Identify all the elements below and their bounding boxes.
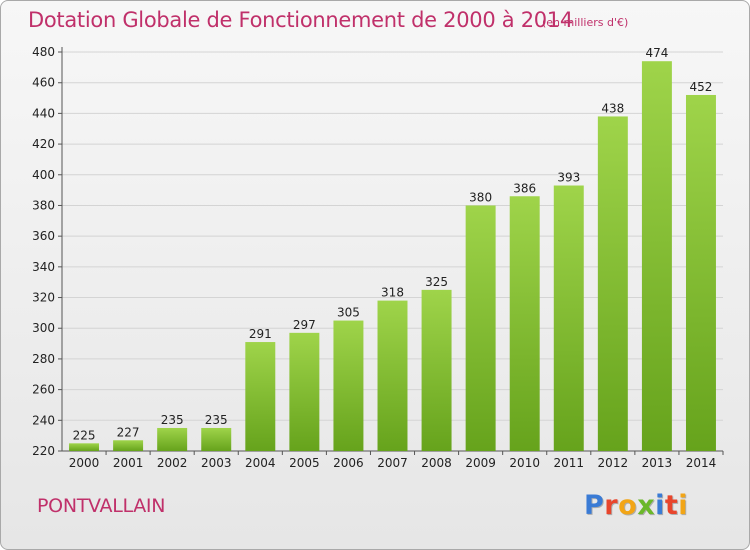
labels: 220 240 260 280 300 320 340 360 380 400 420 440 460 4… bbox=[32, 45, 716, 470]
bar bbox=[377, 300, 408, 451]
y-tick-label: 320 bbox=[32, 291, 55, 305]
bar bbox=[465, 205, 496, 451]
y-tick-label: 400 bbox=[32, 168, 55, 182]
proxiti-logo: Proxiti bbox=[584, 490, 688, 521]
y-tick-label: 300 bbox=[32, 321, 55, 335]
y-tick-label: 240 bbox=[32, 413, 55, 427]
x-tick-label: 2003 bbox=[201, 456, 232, 470]
x-tick-label: 2014 bbox=[686, 456, 717, 470]
y-tick-label: 340 bbox=[32, 260, 55, 274]
bar bbox=[289, 332, 320, 451]
bar bbox=[201, 427, 232, 451]
bar-value-label: 318 bbox=[381, 286, 404, 300]
bar bbox=[685, 94, 716, 451]
x-tick-label: 2000 bbox=[69, 456, 100, 470]
y-tick-label: 280 bbox=[32, 352, 55, 366]
logo-letter: P bbox=[584, 490, 605, 521]
x-tick-label: 2007 bbox=[377, 456, 408, 470]
bar bbox=[509, 196, 540, 451]
bar-value-label: 452 bbox=[690, 80, 713, 94]
bar-value-label: 325 bbox=[425, 275, 448, 289]
x-tick-label: 2008 bbox=[421, 456, 452, 470]
bar-value-label: 386 bbox=[513, 181, 536, 195]
y-tick-label: 360 bbox=[32, 229, 55, 243]
bar bbox=[553, 185, 584, 451]
bar-value-label: 438 bbox=[601, 101, 624, 115]
bars bbox=[69, 61, 716, 451]
bar bbox=[113, 440, 144, 451]
bar-value-label: 291 bbox=[249, 327, 272, 341]
chart-title: Dotation Globale de Fonctionnement de 20… bbox=[28, 8, 573, 32]
x-tick-label: 2002 bbox=[157, 456, 188, 470]
bar bbox=[333, 320, 364, 451]
y-tick-label: 260 bbox=[32, 383, 55, 397]
bar-value-label: 227 bbox=[117, 425, 140, 439]
x-tick-label: 2005 bbox=[289, 456, 320, 470]
x-tick-label: 2011 bbox=[553, 456, 584, 470]
bar-value-label: 297 bbox=[293, 318, 316, 332]
y-tick-label: 220 bbox=[32, 444, 55, 458]
bar bbox=[641, 61, 672, 451]
logo-letter: i bbox=[655, 490, 665, 521]
bar-value-label: 305 bbox=[337, 306, 360, 320]
bar-value-label: 474 bbox=[645, 46, 668, 60]
commune-name: PONTVALLAIN bbox=[37, 495, 166, 517]
logo-letter: r bbox=[604, 490, 619, 521]
bar bbox=[69, 443, 100, 451]
x-tick-label: 2001 bbox=[113, 456, 144, 470]
x-tick-label: 2004 bbox=[245, 456, 276, 470]
logo-letter: i bbox=[678, 490, 689, 521]
x-tick-label: 2009 bbox=[465, 456, 496, 470]
y-tick-label: 440 bbox=[32, 106, 55, 120]
bar bbox=[597, 116, 628, 451]
bar-value-label: 235 bbox=[161, 413, 184, 427]
y-tick-label: 480 bbox=[32, 45, 55, 59]
bar bbox=[157, 427, 188, 451]
y-tick-label: 460 bbox=[32, 76, 55, 90]
x-tick-label: 2010 bbox=[509, 456, 540, 470]
y-tick-label: 380 bbox=[32, 198, 55, 212]
bar bbox=[245, 342, 276, 451]
bar bbox=[421, 289, 452, 451]
bar-value-label: 380 bbox=[469, 190, 492, 204]
chart-subtitle: (en milliers d'€) bbox=[542, 16, 629, 29]
bar-value-label: 225 bbox=[73, 428, 96, 442]
logo-letter: o bbox=[618, 490, 638, 521]
bar-value-label: 235 bbox=[205, 413, 228, 427]
x-tick-label: 2013 bbox=[642, 456, 673, 470]
x-tick-label: 2006 bbox=[333, 456, 364, 470]
x-tick-label: 2012 bbox=[598, 456, 629, 470]
y-tick-label: 420 bbox=[32, 137, 55, 151]
logo-letter: x bbox=[637, 490, 656, 521]
logo-letter: t bbox=[664, 490, 679, 521]
bar-value-label: 393 bbox=[557, 171, 580, 185]
